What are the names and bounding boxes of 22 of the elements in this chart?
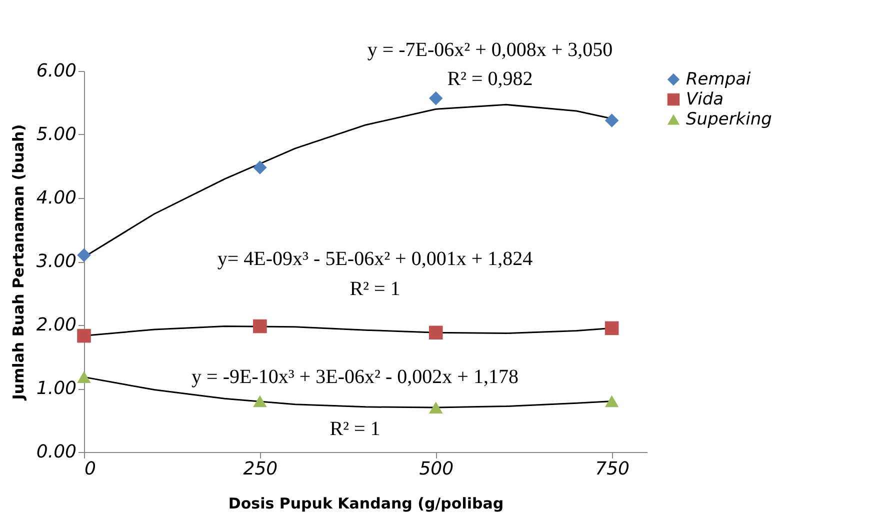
annotation: R² = 0,982 xyxy=(447,68,533,90)
x-axis-title: Dosis Pupuk Kandang (g/polibag xyxy=(228,494,504,512)
annotation: y= 4E-09x³ - 5E-06x² + 0,001x + 1,824 xyxy=(217,248,533,270)
y-axis-title: Jumlah Buah Pertanaman (buah) xyxy=(9,124,28,401)
x-tick-label: 0 xyxy=(84,458,96,480)
legend-label: Superking xyxy=(686,110,772,130)
text: y = -7E-06x² + 0,008x + 3,050 xyxy=(367,39,613,61)
y-tick-label: 3.00 xyxy=(36,251,76,272)
y-tick-label: 5.00 xyxy=(36,124,76,145)
x-tick-label: 250 xyxy=(243,458,278,480)
x-tick-label: 500 xyxy=(419,458,454,480)
annotation: R² = 1 xyxy=(350,278,400,300)
y-tick-label: 2.00 xyxy=(36,314,76,336)
legend-label: Rempai xyxy=(686,70,752,90)
x-tick-label: 750 xyxy=(595,458,630,480)
annotation: R² = 1 xyxy=(330,418,380,440)
y-tick-label: 0.00 xyxy=(36,442,76,462)
legend-label: Vida xyxy=(686,90,724,110)
y-tick-label: 4.00 xyxy=(36,188,76,208)
annotation: y = -9E-10x³ + 3E-06x² - 0,002x + 1,178 xyxy=(192,366,518,388)
y-tick-label: 6.00 xyxy=(36,60,76,82)
y-tick-label: 1.00 xyxy=(36,378,76,399)
